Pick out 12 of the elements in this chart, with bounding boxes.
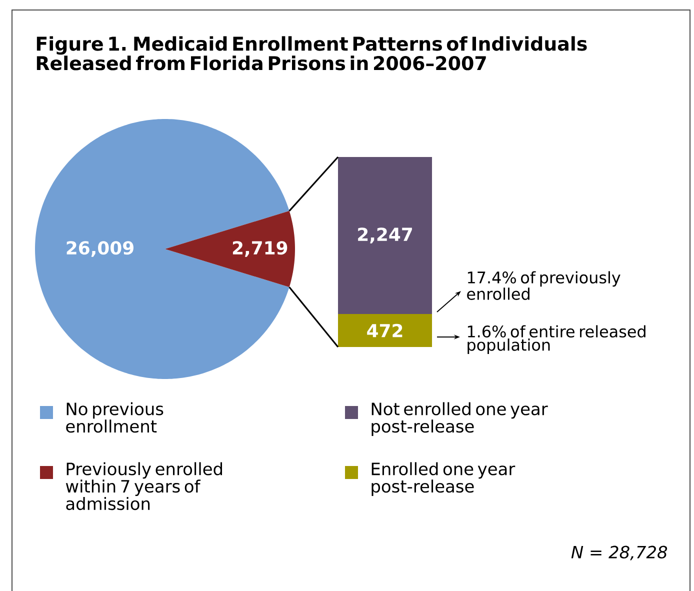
text: 1.6% of entire released population xyxy=(468,325,646,354)
text: 17.4% of previously enrolled xyxy=(467,271,620,300)
legend-label: No previous enrollment xyxy=(66,402,164,433)
text: N = 28,728 xyxy=(571,546,668,560)
legend-label: Not enrolled one year post-release xyxy=(372,402,548,436)
data-label: 472 xyxy=(367,324,402,338)
data-label: 2,247 xyxy=(358,228,412,244)
legend-label: Enrolled one year post-release xyxy=(372,462,516,496)
legend-label: Previously enrolled within 7 years of admission xyxy=(66,462,222,510)
chart-title: Figure 1. Medicaid Enrollment Patterns of Individuals Released from Florida Prisons in 2006–2007 xyxy=(36,36,587,70)
data-label: 26,009 xyxy=(66,241,134,257)
data-label: 2,719 xyxy=(232,241,288,257)
